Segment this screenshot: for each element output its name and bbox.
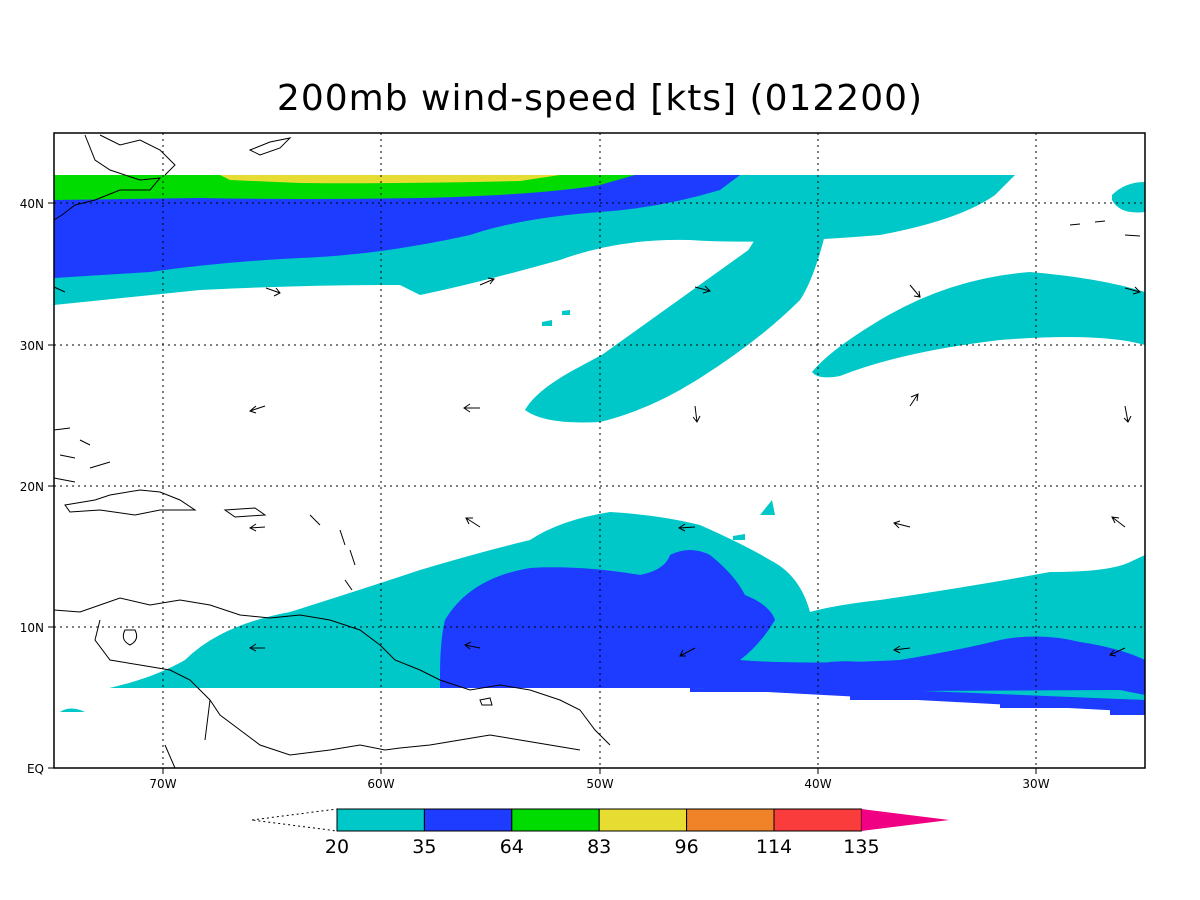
lon-label: 40W xyxy=(804,777,831,791)
colorbar-threshold-label: 96 xyxy=(675,836,699,858)
colorbar-swatches xyxy=(336,808,950,832)
lon-label: 50W xyxy=(586,777,613,791)
colorbar-low-triangle xyxy=(251,808,338,832)
map-title: 200mb wind-speed [kts] (012200) xyxy=(276,78,924,119)
coastlines xyxy=(53,134,1141,769)
lat-label: EQ xyxy=(27,762,44,776)
lon-label: 60W xyxy=(367,777,394,791)
colorbar-threshold-label: 35 xyxy=(412,836,436,858)
wind-vectors xyxy=(53,277,1141,657)
colorbar: 20 35 64 83 96 114 135 xyxy=(251,808,950,858)
colorbar-threshold-label: 64 xyxy=(500,836,524,858)
colorbar-threshold-label: 135 xyxy=(843,836,879,858)
lon-label: 70W xyxy=(149,777,176,791)
south-band-35-64 xyxy=(440,550,1145,712)
gridlines xyxy=(54,133,1145,768)
colorbar-swatch xyxy=(336,808,425,832)
lat-label: 30N xyxy=(20,339,44,353)
lat-labels: 40N 30N 20N 10N EQ xyxy=(20,197,44,776)
cyan-streak-2 xyxy=(812,272,1145,378)
jet-band-35-64 xyxy=(54,175,740,278)
colorbar-high-triangle xyxy=(861,809,950,831)
colorbar-swatch xyxy=(598,808,688,832)
lat-label: 20N xyxy=(20,480,44,494)
colorbar-swatch xyxy=(423,808,513,832)
lon-labels: 70W 60W 50W 40W 30W xyxy=(149,777,1049,791)
tick-marks xyxy=(48,202,1037,774)
colorbar-threshold-label: 83 xyxy=(587,836,611,858)
colorbar-swatch xyxy=(773,808,862,832)
lat-label: 10N xyxy=(20,621,44,635)
colorbar-threshold-label: 20 xyxy=(325,836,349,858)
colorbar-swatch xyxy=(511,808,600,832)
lat-label: 40N xyxy=(20,197,44,211)
wind-speed-shading xyxy=(54,175,1145,768)
colorbar-swatch xyxy=(686,808,775,832)
lon-label: 30W xyxy=(1022,777,1049,791)
jet-band-83-96 xyxy=(220,175,560,184)
colorbar-labels: 20 35 64 83 96 114 135 xyxy=(325,836,880,858)
colorbar-threshold-label: 114 xyxy=(756,836,792,858)
cyan-blob-ne xyxy=(1112,182,1145,213)
cyan-streak-1 xyxy=(525,180,835,423)
